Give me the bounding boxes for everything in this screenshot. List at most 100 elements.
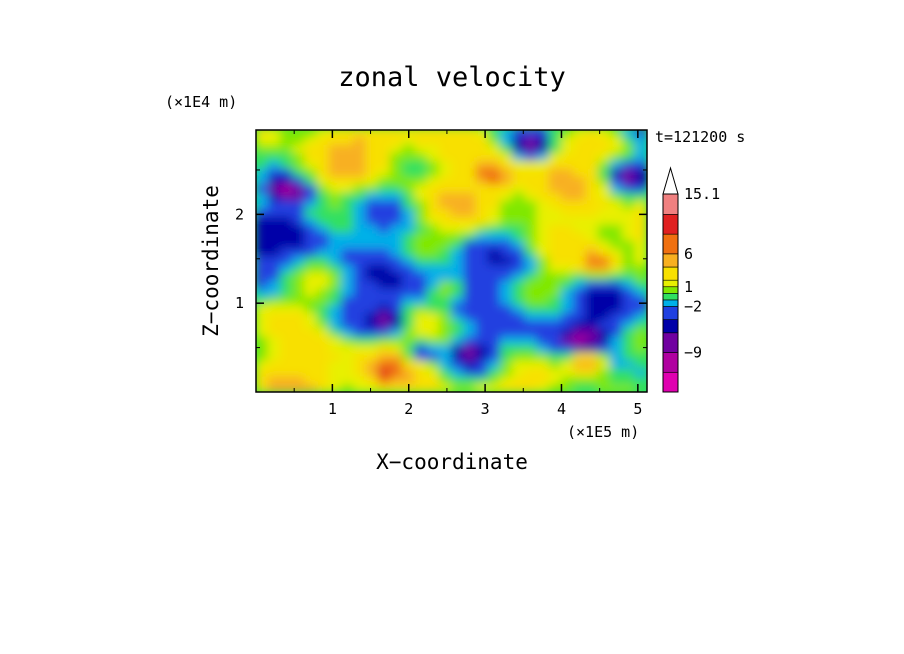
- field-cell: [622, 335, 636, 345]
- field-cell: [377, 263, 391, 273]
- field-cell: [499, 319, 514, 329]
- field-cell: [548, 255, 562, 265]
- field-cell: [573, 359, 587, 369]
- field-cell: [463, 359, 477, 369]
- field-cell: [353, 319, 367, 329]
- field-cell: [353, 263, 367, 273]
- field-cell: [328, 367, 343, 377]
- field-cell: [377, 191, 391, 201]
- field-cell: [353, 383, 367, 392]
- field-cell: [292, 231, 306, 241]
- field-cell: [609, 159, 624, 169]
- field-cell: [341, 167, 355, 177]
- field-cell: [377, 287, 391, 297]
- field-cell: [622, 295, 636, 305]
- field-cell: [560, 215, 575, 225]
- field-cell: [267, 295, 281, 305]
- field-cell: [256, 263, 269, 273]
- field-cell: [487, 311, 501, 321]
- field-cell: [475, 215, 489, 225]
- field-cell: [536, 151, 550, 161]
- field-cell: [499, 343, 514, 353]
- field-cell: [548, 263, 562, 273]
- field-cell: [414, 130, 428, 137]
- field-cell: [536, 367, 550, 377]
- field-cell: [341, 335, 355, 345]
- field-cell: [292, 183, 306, 193]
- field-cell: [304, 159, 318, 169]
- field-cell: [426, 335, 440, 345]
- field-cell: [536, 271, 550, 281]
- field-cell: [267, 327, 281, 337]
- field-cell: [463, 130, 477, 137]
- field-cell: [304, 271, 318, 281]
- field-cell: [341, 239, 355, 249]
- field-cell: [389, 255, 404, 265]
- field-cell: [451, 135, 465, 145]
- field-cell: [402, 207, 416, 217]
- field-cell: [292, 135, 306, 145]
- field-cell: [389, 151, 404, 161]
- field-cell: [573, 130, 587, 137]
- field-cell: [512, 279, 526, 289]
- field-cell: [560, 359, 575, 369]
- field-cell: [463, 343, 477, 353]
- field-cell: [585, 247, 599, 257]
- field-cell: [524, 151, 538, 161]
- field-cell: [328, 263, 343, 273]
- field-cell: [597, 359, 611, 369]
- field-cell: [414, 287, 428, 297]
- field-cell: [414, 375, 428, 385]
- field-cell: [475, 191, 489, 201]
- field-cell: [609, 343, 624, 353]
- field-cell: [634, 303, 647, 313]
- field-cell: [267, 199, 281, 209]
- field-cell: [328, 255, 343, 265]
- field-cell: [499, 199, 514, 209]
- field-cell: [524, 279, 538, 289]
- field-cell: [279, 231, 294, 241]
- field-cell: [292, 167, 306, 177]
- field-cell: [475, 159, 489, 169]
- field-cell: [292, 191, 306, 201]
- field-cell: [524, 183, 538, 193]
- field-cell: [499, 143, 514, 153]
- field-cell: [353, 130, 367, 137]
- field-cell: [389, 207, 404, 217]
- field-cell: [377, 327, 391, 337]
- field-cell: [256, 359, 269, 369]
- field-cell: [512, 247, 526, 257]
- field-cell: [304, 335, 318, 345]
- field-cell: [353, 207, 367, 217]
- field-cell: [426, 207, 440, 217]
- field-cell: [256, 183, 269, 193]
- field-cell: [304, 175, 318, 185]
- field-cell: [548, 135, 562, 145]
- field-cell: [328, 303, 343, 313]
- field-cell: [463, 367, 477, 377]
- field-cell: [316, 319, 330, 329]
- field-cell: [524, 143, 538, 153]
- field-cell: [634, 271, 647, 281]
- field-cell: [414, 311, 428, 321]
- field-cell: [512, 271, 526, 281]
- field-cell: [328, 183, 343, 193]
- field-cell: [548, 311, 562, 321]
- field-cell: [512, 223, 526, 233]
- field-cell: [304, 375, 318, 385]
- field-cell: [609, 143, 624, 153]
- field-cell: [524, 319, 538, 329]
- field-cell: [292, 375, 306, 385]
- field-cell: [487, 343, 501, 353]
- field-cell: [316, 351, 330, 361]
- field-cell: [463, 207, 477, 217]
- field-cell: [487, 143, 501, 153]
- field-cell: [475, 319, 489, 329]
- field-cell: [536, 311, 550, 321]
- field-cell: [341, 247, 355, 257]
- field-cell: [304, 287, 318, 297]
- field-cell: [279, 215, 294, 225]
- field-cell: [548, 191, 562, 201]
- field-cell: [256, 167, 269, 177]
- field-cell: [463, 183, 477, 193]
